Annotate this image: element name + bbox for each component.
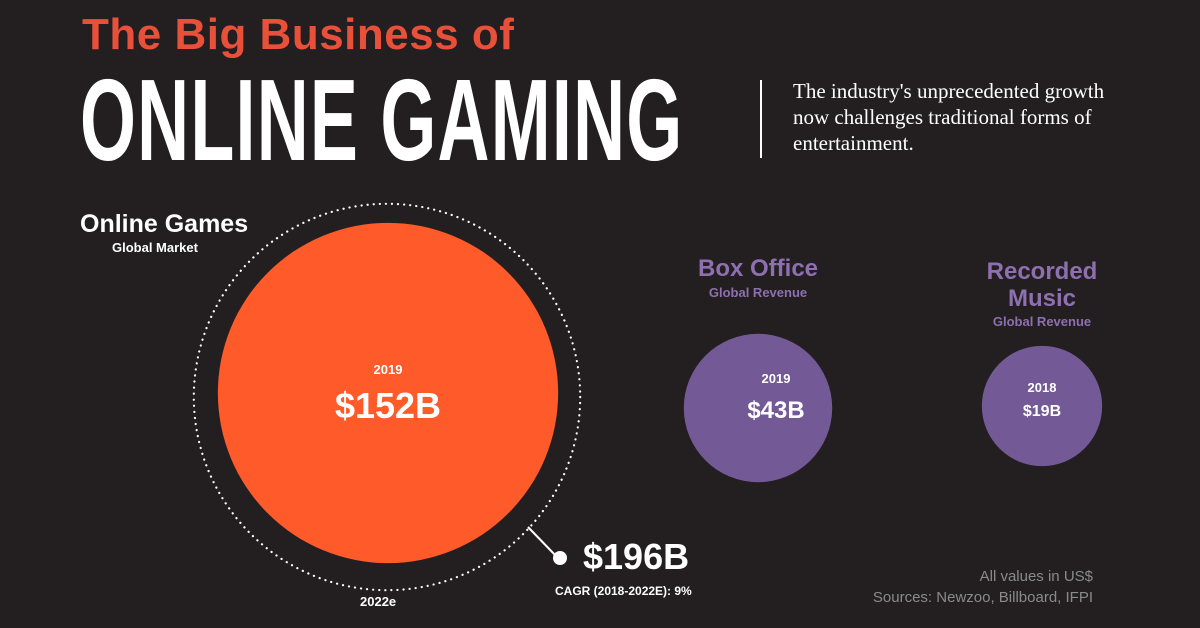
divider: [760, 80, 762, 158]
recorded-music-label: Recorded Music: [942, 258, 1142, 312]
title-line-1: The Big Business of: [82, 10, 515, 59]
projection-year: 2022e: [360, 594, 397, 609]
box-office-value: $43B: [747, 397, 804, 424]
recorded-music-label-2: Music: [1007, 285, 1076, 312]
bubble-box-office: [683, 333, 833, 483]
online-games-sublabel: Global Market: [112, 240, 198, 255]
projection-dot: [553, 551, 567, 565]
subtitle: The industry's unprecedented growth now …: [793, 79, 1105, 155]
recorded-music-sublabel: Global Revenue: [992, 314, 1092, 329]
cagr-label: CAGR (2018-2022E): 9%: [555, 584, 692, 598]
box-office-sublabel: Global Revenue: [708, 285, 808, 300]
currency-note: All values in US$: [979, 568, 1093, 585]
music-year: 2018: [1028, 380, 1057, 395]
box-office-year: 2019: [762, 371, 791, 386]
title-line-2: ONLINE GAMING: [80, 55, 684, 185]
projection-leader-line: [527, 526, 557, 557]
recorded-music-label-1: Recorded: [986, 258, 1098, 285]
projection-value: $196B: [583, 536, 690, 577]
bubble-online-games: [217, 222, 559, 564]
projection-ring-2022e: [192, 202, 582, 592]
online-games-label: Online Games: [80, 210, 249, 238]
music-value: $19B: [1023, 403, 1061, 420]
bubble-recorded-music: [981, 345, 1103, 467]
online-games-year: 2019: [374, 362, 403, 377]
box-office-label: Box Office: [697, 255, 819, 282]
online-games-value: $152B: [335, 385, 441, 426]
sources-note: Sources: Newzoo, Billboard, IFPI: [872, 589, 1093, 606]
